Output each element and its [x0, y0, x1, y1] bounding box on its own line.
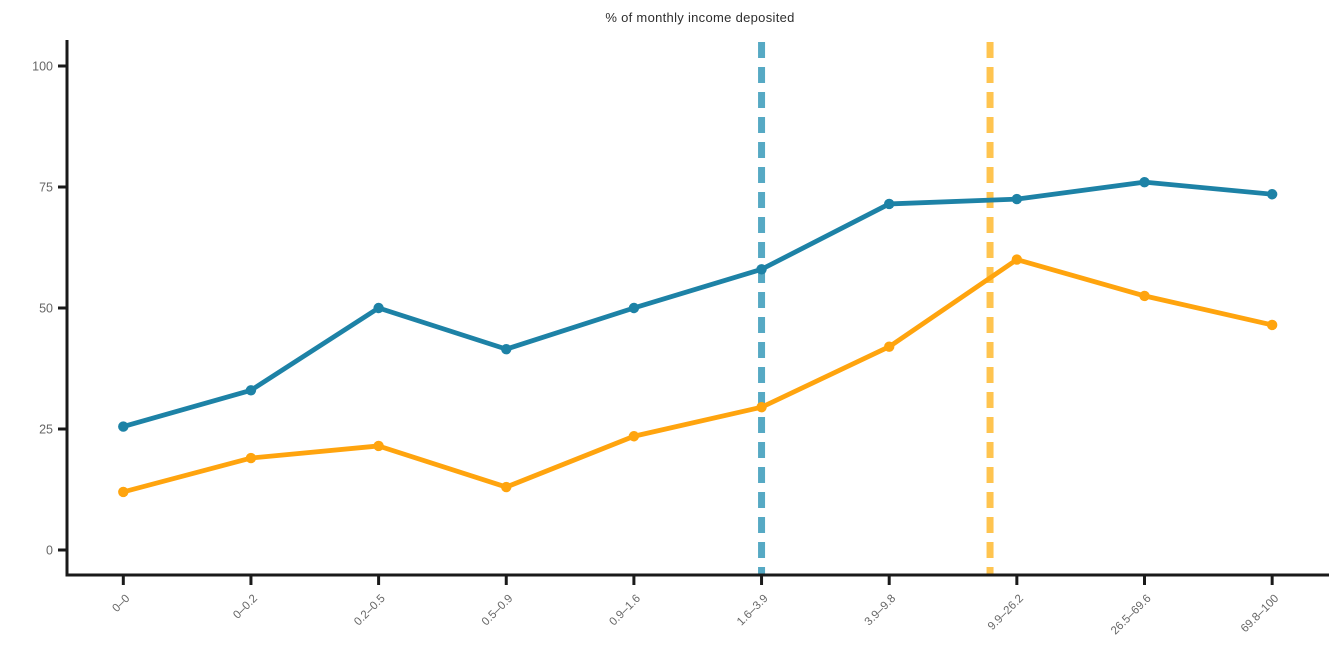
chart-title: % of monthly income deposited — [605, 10, 795, 25]
x-tick-label: 0–0 — [110, 593, 132, 615]
orange-line-marker — [1266, 319, 1278, 331]
orange-line-marker — [1139, 290, 1150, 302]
x-tick-label: 0.9–1.6 — [607, 593, 643, 629]
y-tick-label: 0 — [46, 544, 53, 558]
teal-line-marker — [628, 302, 640, 314]
orange-line-marker — [756, 402, 767, 413]
orange-line-marker — [118, 486, 129, 498]
x-tick-label: 0.2–0.5 — [352, 593, 388, 629]
teal-line-marker — [501, 343, 512, 355]
teal-line-marker — [756, 264, 767, 275]
y-tick-label: 50 — [39, 302, 53, 316]
orange-line-marker — [884, 341, 895, 352]
x-tick-label: 9.9–26.2 — [986, 593, 1026, 633]
teal-line-marker — [1139, 176, 1150, 188]
teal-line-marker — [1011, 193, 1023, 205]
orange-line — [120, 257, 1275, 495]
x-tick-label: 0–0.2 — [231, 593, 260, 622]
orange-line-marker — [1011, 254, 1023, 265]
orange-line-marker — [628, 431, 640, 442]
x-tick-label: 0.5–0.9 — [480, 593, 516, 629]
y-tick-label: 100 — [32, 60, 53, 74]
orange-line-marker — [373, 440, 384, 452]
teal-line-marker — [118, 421, 129, 432]
teal-line-marker — [245, 385, 257, 396]
teal-line-marker — [373, 302, 384, 314]
y-tick-label: 75 — [39, 181, 53, 195]
x-tick-label: 26.5–69.6 — [1109, 593, 1154, 638]
teal-line — [120, 179, 1275, 429]
y-tick-label: 25 — [39, 423, 53, 437]
x-tick-label: 3.9–9.8 — [863, 593, 899, 629]
x-tick-label: 1.6–3.9 — [735, 593, 771, 629]
orange-line-marker — [245, 452, 257, 464]
orange-line-marker — [501, 481, 512, 493]
teal-line-marker — [884, 198, 895, 210]
teal-line-marker — [1266, 189, 1278, 200]
x-tick-label: 69.8–100 — [1239, 593, 1281, 635]
